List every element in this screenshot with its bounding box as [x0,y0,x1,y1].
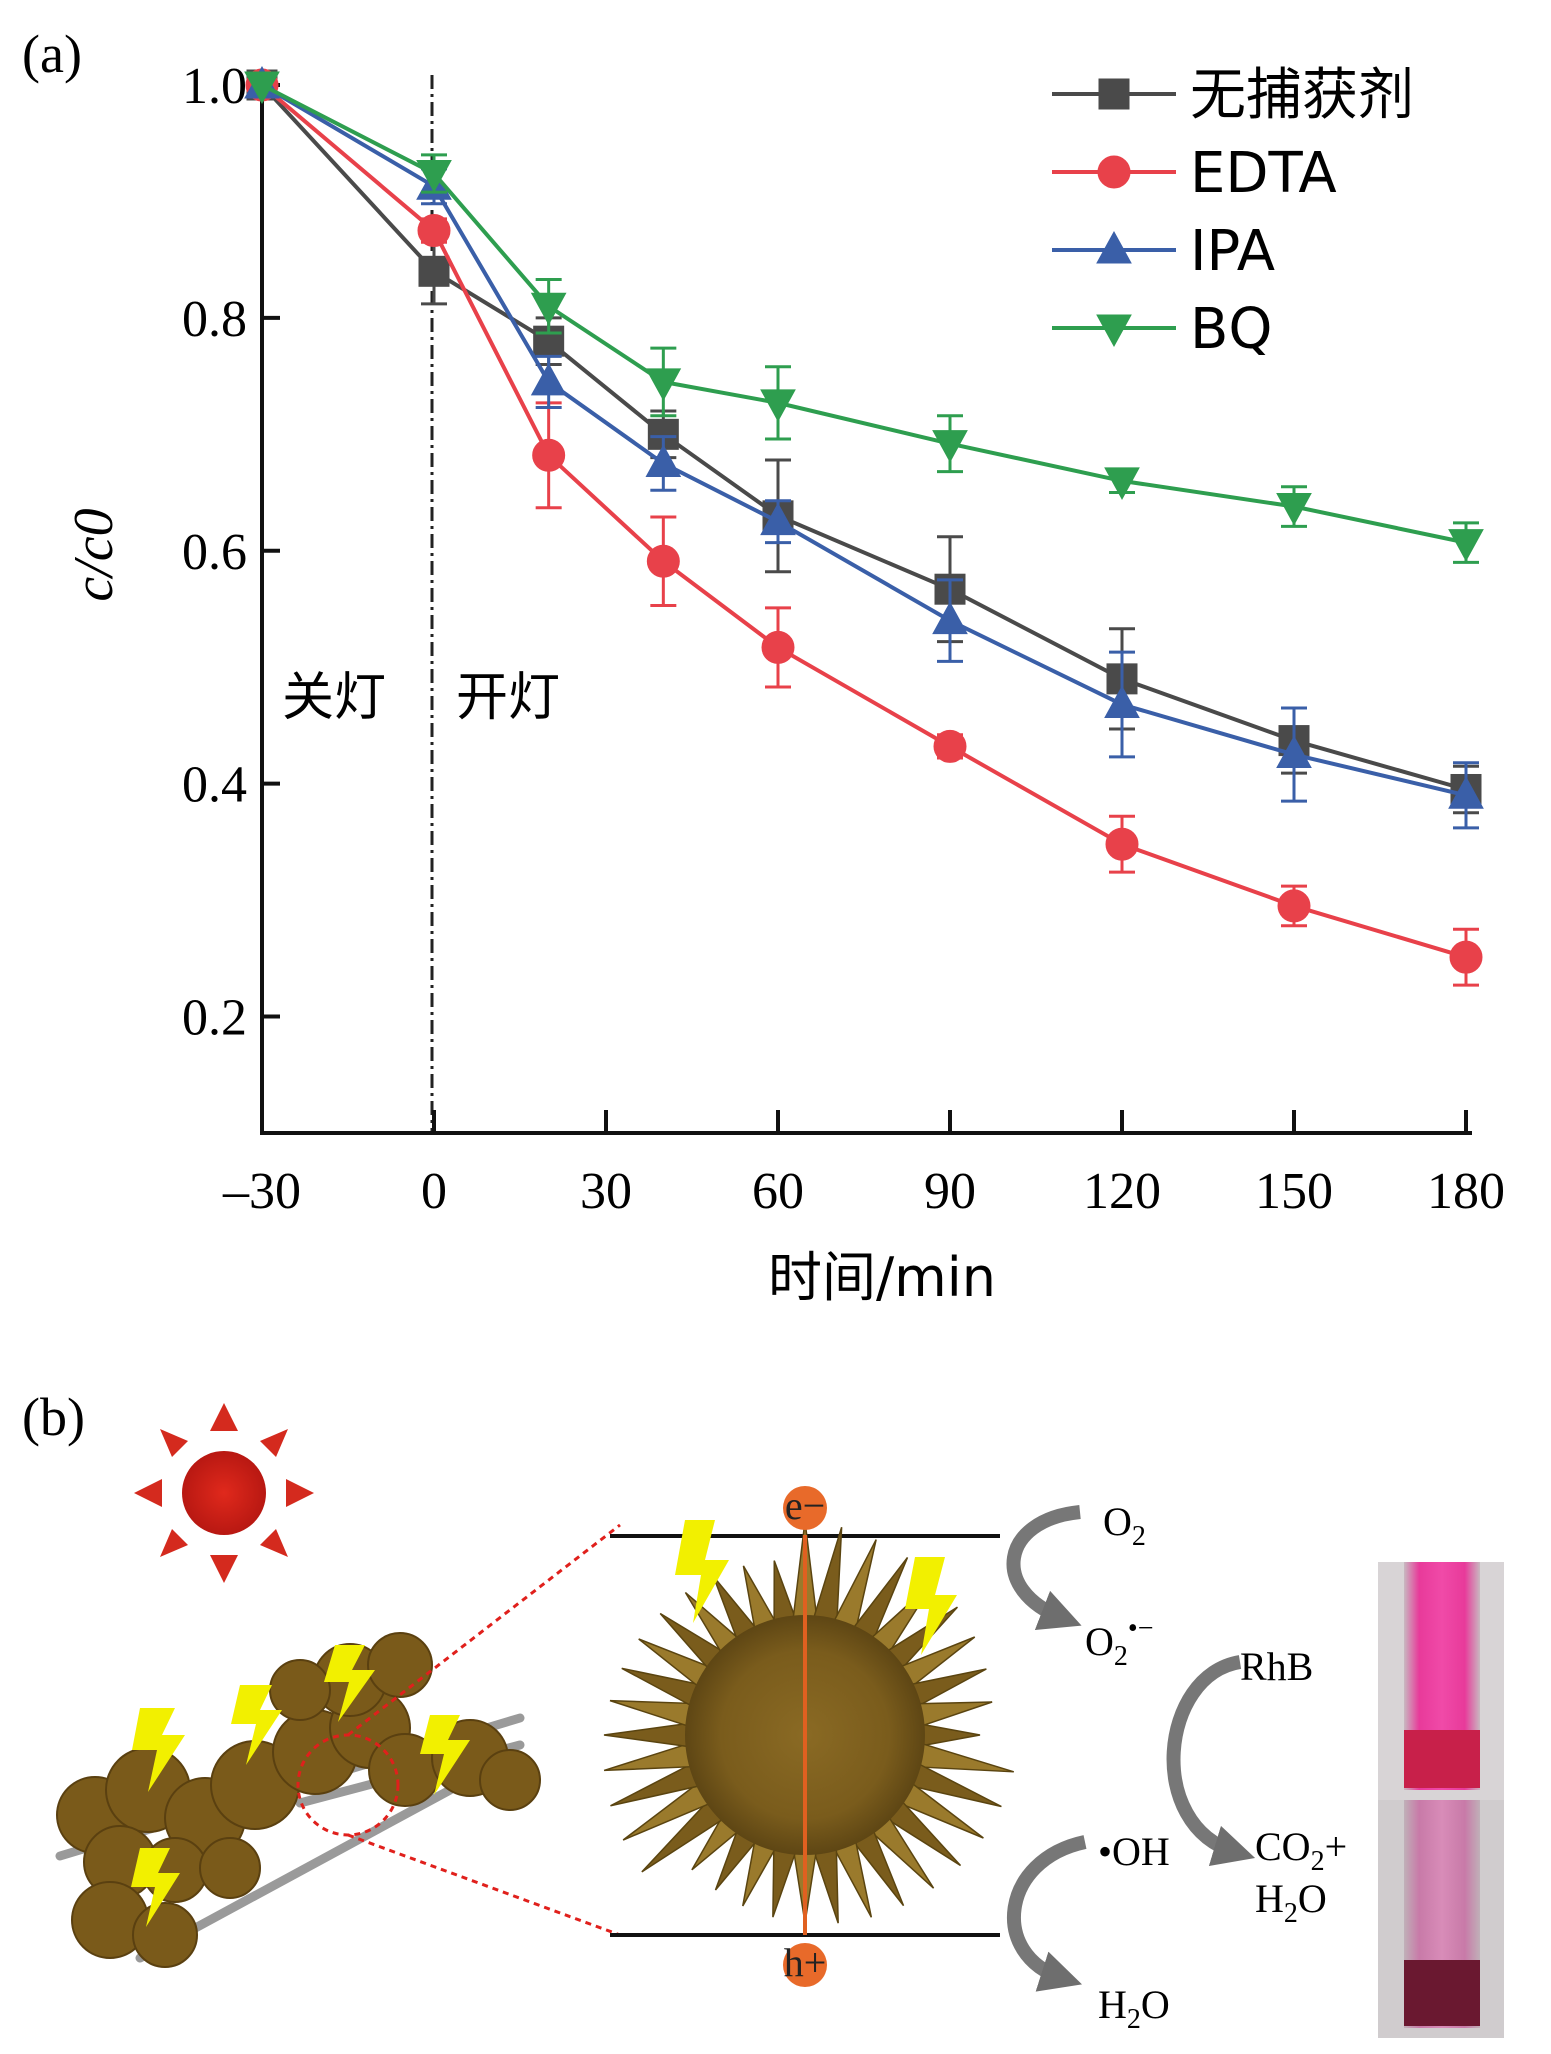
y-tick-label: 0.4 [182,757,247,814]
data-point [645,444,682,477]
x-tick-label: 0 [421,1163,447,1220]
data-point [416,159,452,193]
electron-badge: e− [783,1483,827,1530]
h2o-product-label: H2O [1255,1876,1327,1929]
y-tick-label: 0.6 [182,524,247,581]
data-point [646,544,680,578]
x-tick-label: 180 [1427,1163,1505,1220]
data-point [761,630,795,664]
svg-text:h+: h+ [784,1940,827,1985]
data-point [932,430,968,463]
rhb-label: RhB [1240,1644,1313,1689]
water-label: H2O [1098,1982,1170,2035]
panel-b-label: (b) [22,1387,85,1447]
legend-marker [1096,314,1132,348]
data-point [417,214,451,248]
legend-label: 无捕获剂 [1190,63,1414,128]
y-axis-title: c/c0 [63,508,125,601]
o2-label: O2 [1103,1499,1146,1552]
y-tick-label: 0.8 [182,291,247,348]
series-2 [244,65,1484,830]
water-oxidation-arrow [1007,1835,1087,1992]
hydroxyl-label: •OH [1098,1829,1170,1874]
y-tick-label: 1.0 [182,58,247,115]
y-ticks: 0.2 0.4 0.6 0.8 1.0 [182,58,280,1047]
y-tick-label: 0.2 [182,990,247,1047]
legend-marker [1098,78,1130,110]
data-point [760,502,796,536]
data-point [933,729,967,763]
o2-reduction-arrow [1006,1505,1082,1630]
x-tick-label: 120 [1083,1163,1161,1220]
superoxide-label: O2•− [1085,1613,1153,1672]
catalyst-cluster [55,1523,621,1968]
x-tick-label: 150 [1255,1163,1333,1220]
legend-label: BQ [1190,297,1273,362]
data-point [760,389,796,422]
panel-a-label: (a) [22,24,82,84]
data-point [932,601,968,635]
x-tick-label: 30 [580,1163,632,1220]
schematic: e− h+ O2 O2•− •OH H2O RhB CO2+ H2O [55,1403,1504,2038]
lights-off-label: 关灯 [282,668,386,728]
legend: 无捕获剂 EDTA IPA BQ [1052,63,1414,362]
vial-before [1378,1562,1504,1802]
legend-marker [1097,155,1131,189]
data-point [1276,493,1312,526]
legend-label: EDTA [1190,141,1337,206]
data-point [1104,685,1140,718]
data-point [530,362,567,396]
series-1 [245,68,1483,987]
data-point [1449,940,1483,974]
line-chart: 关灯 开灯 0.2 0.4 0.6 0.8 1.0 –30 0 30 60 90 120 150 18… [63,58,1505,1309]
data-point [244,71,280,105]
urchin-particle [603,1520,1014,1935]
legend-label: IPA [1190,219,1275,284]
svg-text:e−: e− [785,1483,825,1528]
x-axis-title: 时间/min [768,1246,996,1309]
data-point [1105,827,1139,861]
x-tick-label: 60 [752,1163,804,1220]
co2-label: CO2+ [1255,1824,1347,1877]
data-point [532,438,566,472]
legend-marker [1096,230,1132,264]
data-point [645,368,682,401]
rhb-degradation-arrow [1166,1655,1256,1867]
x-tick-label: –30 [222,1163,301,1220]
vial-after [1378,1800,1504,2038]
data-point [1276,735,1312,769]
x-ticks: –30 0 30 60 90 120 150 180 [222,1110,1505,1220]
series-3 [244,71,1484,564]
data-point [1448,529,1484,562]
data-point [418,255,450,287]
x-tick-label: 90 [924,1163,976,1220]
series-line [260,83,1467,960]
data-point [1277,889,1311,923]
lights-on-label: 开灯 [456,668,560,728]
sun-icon [134,1403,314,1583]
series-layer [244,65,1484,987]
data-point [530,292,567,326]
data-point [1104,467,1140,500]
hole-badge: h+ [783,1940,827,1987]
data-point [1448,776,1484,809]
